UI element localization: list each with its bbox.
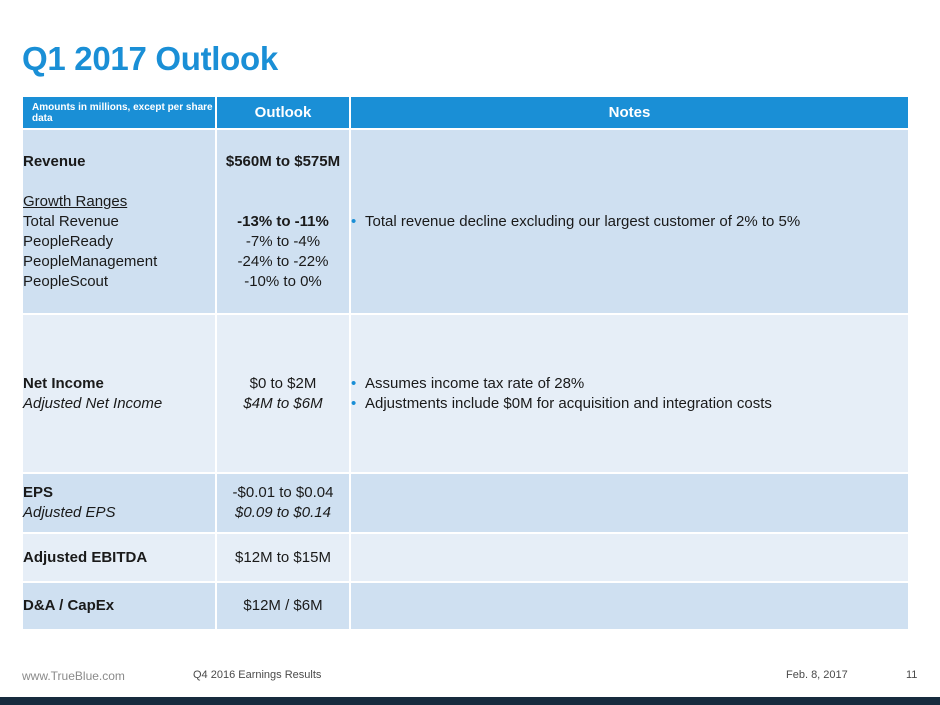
revenue-value-cell: $560M to $575M -13% to -11% -7% to -4% -… [215, 128, 351, 315]
eps-label-cell: EPS Adjusted EPS [21, 472, 217, 534]
net-income-value: $0 to $2M [249, 374, 317, 392]
net-income-label-cell: Net Income Adjusted Net Income [21, 313, 217, 474]
footer-page-number: 11 [906, 669, 918, 681]
ebitda-notes-cell [349, 532, 910, 583]
eps-value: -$0.01 to $0.04 [232, 484, 334, 501]
growth-value-peoplescout: -10% to 0% [244, 272, 322, 290]
revenue-notes-cell: Total revenue decline excluding our larg… [349, 128, 910, 315]
revenue-label: Revenue [23, 152, 86, 170]
da-capex-notes-cell [349, 581, 910, 631]
growth-label-total: Total Revenue [23, 212, 119, 230]
page-title: Q1 2017 Outlook [22, 40, 278, 77]
net-income-label: Net Income [23, 374, 104, 392]
header-outlook: Outlook [215, 95, 351, 130]
revenue-label-cell: Revenue Growth Ranges Total Revenue Peop… [21, 128, 217, 315]
growth-value-total: -13% to -11% [237, 212, 329, 230]
da-capex-label: D&A / CapEx [21, 581, 217, 631]
adjusted-eps-value: $0.09 to $0.14 [235, 504, 331, 521]
growth-value-peoplemanagement: -24% to -22% [237, 252, 329, 270]
growth-ranges-heading: Growth Ranges [23, 192, 128, 210]
footer-url: www.TrueBlue.com [22, 669, 125, 683]
revenue-notes-list: Total revenue decline excluding our larg… [351, 212, 908, 232]
net-income-note-adjustments: Adjustments include $0M for acquisition … [351, 394, 908, 414]
header-amounts: Amounts in millions, except per share da… [21, 95, 217, 130]
net-income-note-tax: Assumes income tax rate of 28% [351, 374, 908, 394]
table-row-eps: EPS Adjusted EPS -$0.01 to $0.04 $0.09 t… [21, 472, 910, 534]
adjusted-eps-label: Adjusted EPS [23, 504, 116, 521]
table-row-revenue: Revenue Growth Ranges Total Revenue Peop… [21, 128, 910, 315]
revenue-note: Total revenue decline excluding our larg… [351, 212, 908, 232]
eps-notes-cell [349, 472, 910, 534]
net-income-notes-cell: Assumes income tax rate of 28% Adjustmen… [349, 313, 910, 474]
table-header-row: Amounts in millions, except per share da… [21, 95, 910, 130]
header-notes: Notes [349, 95, 910, 130]
growth-label-peoplemanagement: PeopleManagement [23, 252, 158, 270]
adjusted-net-income-value: $4M to $6M [243, 394, 323, 412]
growth-label-peoplescout: PeopleScout [23, 272, 109, 290]
growth-label-peopleready: PeopleReady [23, 232, 114, 250]
ebitda-label: Adjusted EBITDA [21, 532, 217, 583]
revenue-value: $560M to $575M [225, 152, 341, 170]
table-row-da-capex: D&A / CapEx $12M / $6M [21, 581, 910, 631]
footer-deck-title: Q4 2016 Earnings Results [193, 669, 322, 681]
footer-date: Feb. 8, 2017 [786, 669, 848, 681]
bottom-bar [0, 697, 940, 705]
table-row-net-income: Net Income Adjusted Net Income $0 to $2M… [21, 313, 910, 474]
net-income-value-cell: $0 to $2M $4M to $6M [215, 313, 351, 474]
da-capex-value: $12M / $6M [215, 581, 351, 631]
eps-label: EPS [23, 484, 54, 501]
ebitda-value: $12M to $15M [215, 532, 351, 583]
outlook-table: Amounts in millions, except per share da… [21, 95, 910, 631]
table-row-ebitda: Adjusted EBITDA $12M to $15M [21, 532, 910, 583]
adjusted-net-income-label: Adjusted Net Income [23, 394, 163, 412]
growth-value-peopleready: -7% to -4% [245, 232, 321, 250]
net-income-notes-list: Assumes income tax rate of 28% Adjustmen… [351, 374, 908, 414]
eps-value-cell: -$0.01 to $0.04 $0.09 to $0.14 [215, 472, 351, 534]
